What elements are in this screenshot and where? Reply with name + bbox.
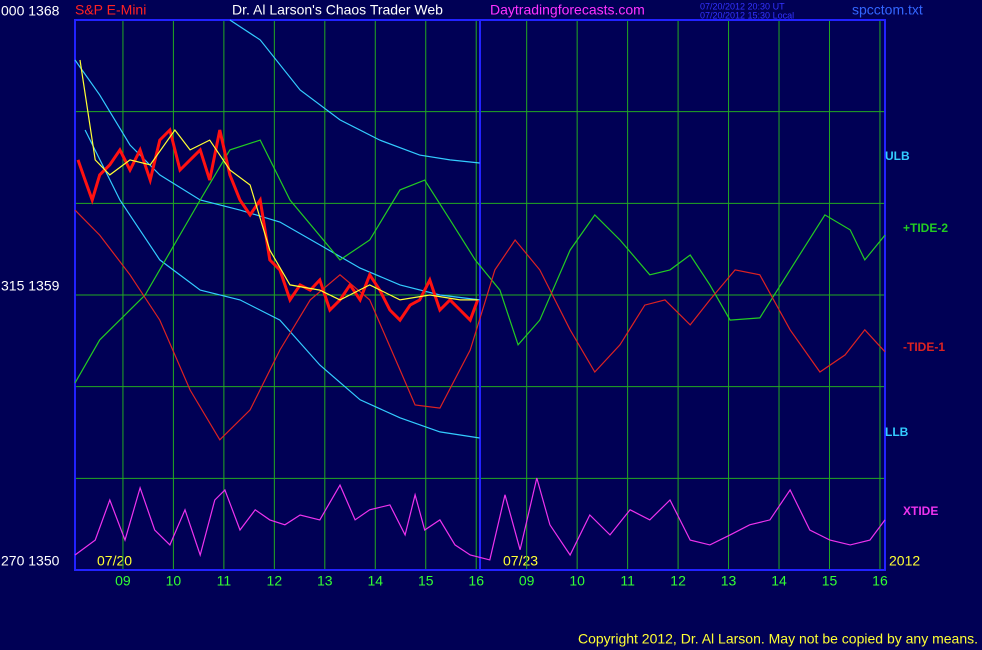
- series-label: LLB: [885, 425, 909, 439]
- x-tick-label: 09: [115, 573, 131, 589]
- y-tick-label: 315 1359: [1, 278, 60, 294]
- x-tick-label: 13: [721, 573, 737, 589]
- series-line: [84, 129, 480, 439]
- x-tick-label: 10: [166, 573, 182, 589]
- x-tick-label: 10: [569, 573, 585, 589]
- series-label: -TIDE-1: [903, 340, 945, 354]
- chart-title: Dr. Al Larson's Chaos Trader Web: [232, 2, 443, 18]
- y-tick-label: 270 1350: [1, 553, 60, 569]
- x-tick-label: 14: [367, 573, 383, 589]
- x-tick-label: 13: [317, 573, 333, 589]
- series-line: [229, 19, 480, 164]
- series-line: [74, 209, 886, 441]
- series-label: +TIDE-2: [903, 221, 948, 235]
- series-line: [76, 127, 480, 323]
- series-label: XTIDE: [903, 504, 938, 518]
- date-label: 2012: [889, 553, 920, 569]
- y-tick-label: 000 1368: [1, 3, 60, 19]
- x-tick-label: 15: [418, 573, 434, 589]
- date-label: 07/23: [503, 553, 538, 569]
- x-tick-label: 16: [872, 573, 888, 589]
- series-label: ULB: [885, 149, 910, 163]
- series-line: [74, 477, 886, 561]
- x-tick-label: 16: [468, 573, 484, 589]
- footer: Copyright 2012, Dr. Al Larson. May not b…: [578, 631, 978, 647]
- symbol: S&P E-Mini: [75, 2, 146, 18]
- x-tick-label: 11: [217, 573, 232, 589]
- plot: 09 10 11 12 13 14 15 16 09 10 11 12 13 14 15 16 000 1368…: [1, 3, 948, 589]
- timestamp: 07/20/2012 20:30 UT: [700, 1, 785, 11]
- x-tick-label: 11: [620, 573, 635, 589]
- x-tick-label: 12: [267, 573, 283, 589]
- site: Daytradingforecasts.com: [490, 2, 645, 18]
- x-tick-label: 14: [771, 573, 787, 589]
- series-line: [79, 59, 478, 301]
- x-tick-label: 12: [670, 573, 686, 589]
- series-line: [74, 139, 886, 384]
- file-name: spcctom.txt: [852, 2, 923, 18]
- x-tick-label: 15: [822, 573, 838, 589]
- x-tick-label: 09: [519, 573, 535, 589]
- timestamp: 07/20/2012 15:30 Local: [700, 10, 794, 20]
- date-label: 07/20: [97, 553, 132, 569]
